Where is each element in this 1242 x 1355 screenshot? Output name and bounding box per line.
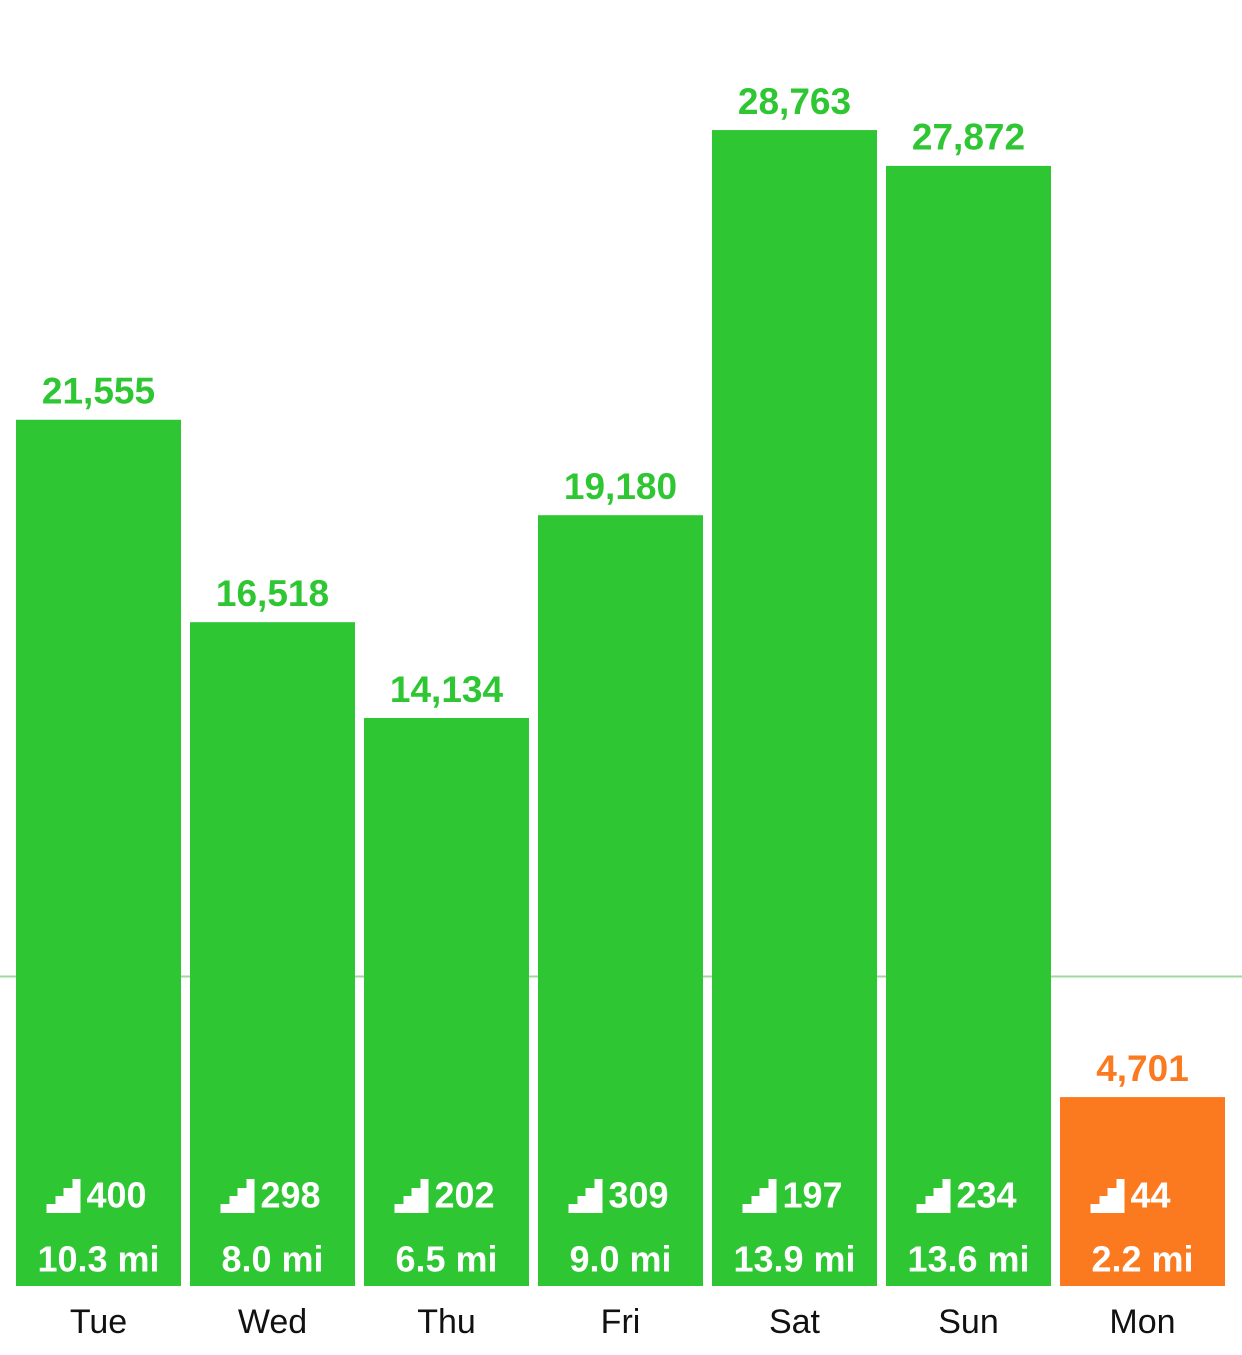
x-tick-label: Wed: [238, 1303, 307, 1341]
stairs-icon: [742, 1179, 777, 1213]
bar: [712, 130, 877, 1287]
bar: [1060, 1097, 1225, 1286]
floors-label: 298: [261, 1175, 321, 1216]
stairs-icon: [1090, 1179, 1125, 1213]
x-tick-label: Sun: [938, 1303, 999, 1341]
stairs-icon: [916, 1179, 951, 1213]
value-label: 16,518: [216, 573, 329, 614]
value-label: 4,701: [1096, 1048, 1189, 1089]
distance-label: 8.0 mi: [221, 1239, 323, 1280]
value-label: 21,555: [42, 371, 155, 412]
distance-label: 13.6 mi: [907, 1239, 1029, 1280]
bar: [886, 165, 1051, 1286]
floors-label: 44: [1131, 1175, 1171, 1216]
x-tick-label: Sat: [769, 1303, 821, 1341]
stairs-icon: [220, 1179, 255, 1213]
floors-label: 400: [87, 1175, 147, 1216]
x-tick-label: Tue: [70, 1303, 127, 1341]
floors-label: 309: [609, 1175, 669, 1216]
distance-label: 2.2 mi: [1091, 1239, 1193, 1280]
distance-label: 9.0 mi: [569, 1239, 671, 1280]
value-label: 28,763: [738, 81, 851, 122]
distance-label: 13.9 mi: [733, 1239, 855, 1280]
value-label: 19,180: [564, 466, 677, 507]
distance-label: 10.3 mi: [37, 1239, 159, 1280]
floors-label: 202: [435, 1175, 495, 1216]
value-label: 27,872: [912, 117, 1025, 158]
bar: [364, 717, 529, 1286]
value-label: 14,134: [390, 669, 504, 710]
distance-label: 6.5 mi: [395, 1239, 497, 1280]
floors-label: 197: [783, 1175, 843, 1216]
bar: [538, 515, 703, 1286]
stairs-icon: [46, 1179, 81, 1213]
bar: [190, 622, 355, 1286]
bar: [16, 419, 181, 1286]
stairs-icon: [394, 1179, 429, 1213]
x-tick-label: Fri: [601, 1303, 641, 1341]
x-tick-label: Mon: [1109, 1303, 1175, 1341]
stairs-icon: [568, 1179, 603, 1213]
floors-label: 234: [957, 1175, 1017, 1216]
x-tick-label: Thu: [417, 1303, 476, 1341]
